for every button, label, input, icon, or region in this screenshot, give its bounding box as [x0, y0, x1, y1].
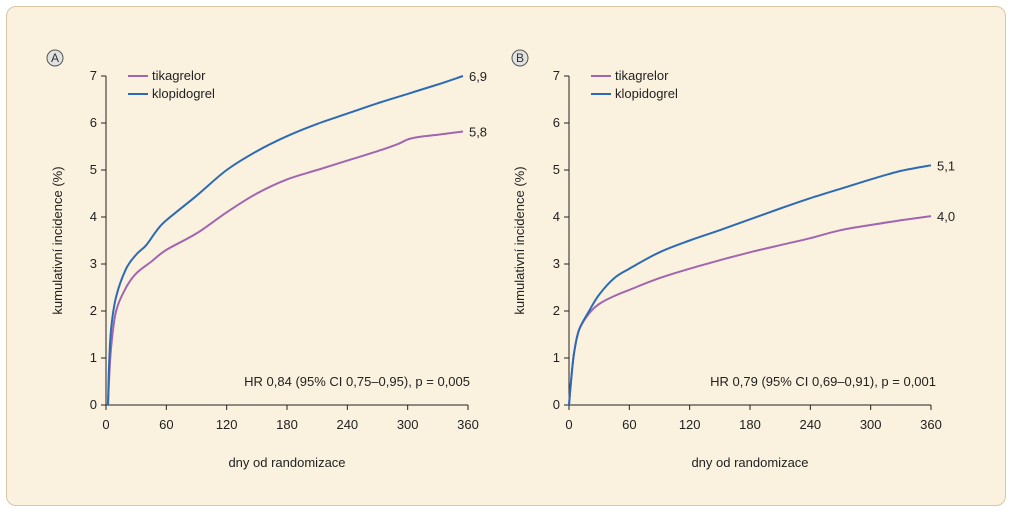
x-tick-label: 0 — [565, 417, 572, 432]
series-line-klopidogrel — [107, 75, 464, 406]
legend-label-klopidogrel: klopidogrel — [615, 86, 678, 101]
panel-letter: B — [516, 51, 524, 65]
x-tick-label: 60 — [159, 417, 173, 432]
x-axis-title: dny od randomizace — [228, 455, 345, 470]
y-tick-label: 1 — [90, 350, 97, 365]
end-label-klopidogrel: 6,9 — [469, 69, 487, 84]
x-tick-label: 240 — [336, 417, 358, 432]
x-tick-label: 240 — [799, 417, 821, 432]
panel-letter-circle — [511, 49, 529, 67]
y-axis-title: kumulativní incidence (%) — [50, 166, 65, 314]
end-label-tikagrelor: 5,8 — [469, 124, 487, 139]
legend-label-tikagrelor: tikagrelor — [152, 68, 206, 83]
figure-panel — [6, 6, 1006, 506]
panel-letter-circle — [46, 49, 64, 67]
x-tick-label: 60 — [622, 417, 636, 432]
y-tick-label: 7 — [553, 68, 560, 83]
x-tick-label: 0 — [102, 417, 109, 432]
series-line-klopidogrel — [568, 164, 932, 406]
y-tick-label: 1 — [553, 350, 560, 365]
hazard-ratio-annotation: HR 0,84 (95% CI 0,75–0,95), p = 0,005 — [244, 374, 470, 389]
y-tick-label: 2 — [553, 303, 560, 318]
x-tick-label: 360 — [457, 417, 479, 432]
hazard-ratio-annotation: HR 0,79 (95% CI 0,69–0,91), p = 0,001 — [710, 374, 936, 389]
series-line-tikagrelor — [107, 130, 464, 406]
y-tick-label: 7 — [90, 68, 97, 83]
y-tick-label: 4 — [90, 209, 97, 224]
y-tick-label: 3 — [90, 256, 97, 271]
end-label-klopidogrel: 5,1 — [937, 158, 955, 173]
x-tick-label: 180 — [739, 417, 761, 432]
x-tick-label: 120 — [679, 417, 701, 432]
y-tick-label: 0 — [90, 397, 97, 412]
x-tick-label: 180 — [276, 417, 298, 432]
y-axis-title: kumulativní incidence (%) — [512, 166, 527, 314]
x-tick-label: 360 — [920, 417, 942, 432]
y-tick-label: 4 — [553, 209, 560, 224]
y-tick-label: 5 — [553, 162, 560, 177]
x-axis-title: dny od randomizace — [691, 455, 808, 470]
y-tick-label: 3 — [553, 256, 560, 271]
x-tick-label: 120 — [216, 417, 238, 432]
panel-letter: A — [51, 51, 59, 65]
y-tick-label: 6 — [553, 115, 560, 130]
y-tick-label: 2 — [90, 303, 97, 318]
legend-label-klopidogrel: klopidogrel — [152, 86, 215, 101]
end-label-tikagrelor: 4,0 — [937, 209, 955, 224]
x-tick-label: 300 — [397, 417, 419, 432]
y-tick-label: 5 — [90, 162, 97, 177]
x-tick-label: 300 — [860, 417, 882, 432]
y-tick-label: 6 — [90, 115, 97, 130]
legend-label-tikagrelor: tikagrelor — [615, 68, 669, 83]
y-tick-label: 0 — [553, 397, 560, 412]
